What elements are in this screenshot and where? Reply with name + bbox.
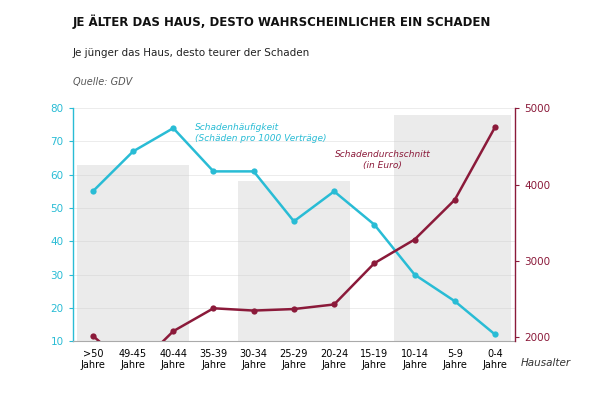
- Text: JE ÄLTER DAS HAUS, DESTO WAHRSCHEINLICHER EIN SCHADEN: JE ÄLTER DAS HAUS, DESTO WAHRSCHEINLICHE…: [73, 15, 491, 29]
- Text: Quelle: GDV: Quelle: GDV: [73, 77, 132, 87]
- Text: Schadenhäufigkeit
(Schäden pro 1000 Verträge): Schadenhäufigkeit (Schäden pro 1000 Vert…: [195, 123, 327, 143]
- Bar: [395, 115, 511, 341]
- Text: Je jünger das Haus, desto teurer der Schaden: Je jünger das Haus, desto teurer der Sch…: [73, 48, 310, 58]
- Text: Hausalter: Hausalter: [521, 358, 571, 368]
- Bar: [77, 165, 189, 341]
- Bar: [238, 181, 350, 341]
- Text: Schadendurchschnitt
(in Euro): Schadendurchschnitt (in Euro): [335, 150, 430, 170]
